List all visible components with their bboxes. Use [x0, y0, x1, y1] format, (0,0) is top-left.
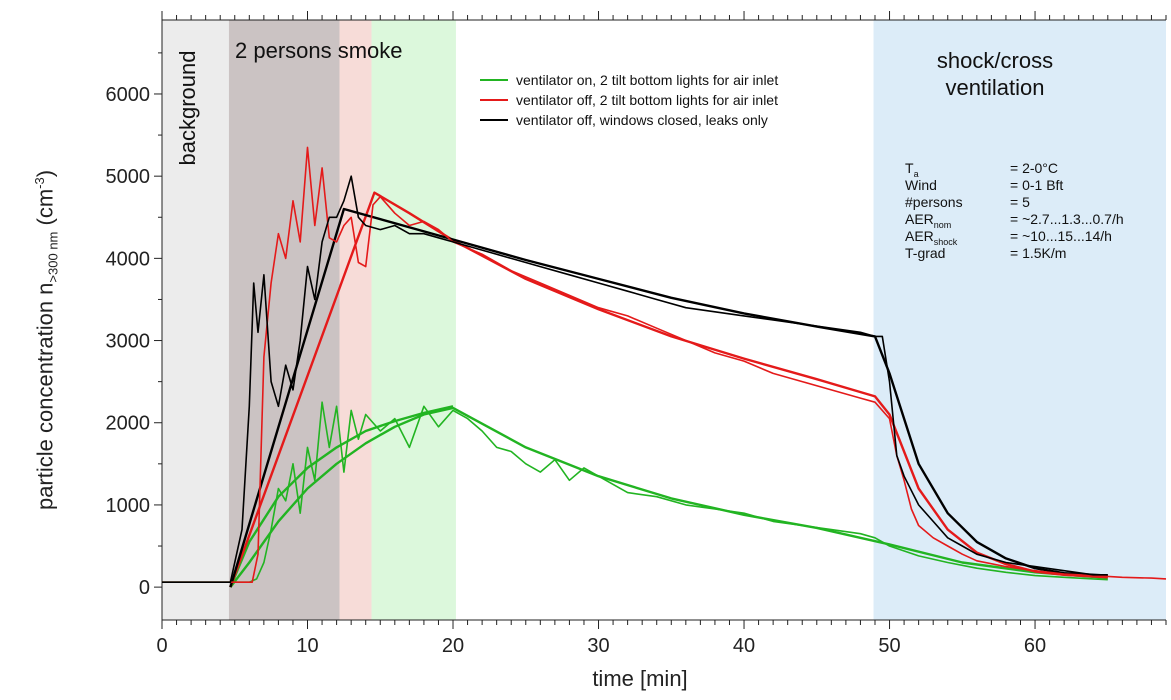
param-row: AERnom = ~2.7...1.3...0.7/h	[905, 211, 1124, 230]
param-row: #persons = 5	[905, 194, 1030, 210]
legend-swatch	[480, 79, 508, 81]
x-tick-label: 40	[733, 635, 755, 657]
x-tick-label: 60	[1024, 635, 1046, 657]
highlight-region	[228, 20, 340, 620]
legend-entry: ventilator off, 2 tilt bottom lights for…	[480, 90, 778, 110]
x-tick-label: 50	[878, 635, 900, 657]
x-tick-label: 20	[442, 635, 464, 657]
background-region-label: background	[175, 50, 200, 166]
y-tick-label: 4000	[106, 248, 151, 270]
y-tick-label: 0	[139, 577, 150, 599]
legend-swatch	[480, 119, 508, 121]
x-axis-title: time [min]	[592, 666, 688, 691]
y-tick-label: 1000	[106, 495, 151, 517]
param-row: Wind = 0-1 Bft	[905, 177, 1064, 193]
shock-ventilation-region-label: shock/cross ventilation	[936, 48, 1054, 100]
y-tick-label: 6000	[106, 84, 151, 106]
y-tick-label: 2000	[106, 413, 151, 435]
y-tick-label: 3000	[106, 331, 151, 353]
highlight-region	[162, 20, 229, 620]
x-tick-label: 30	[587, 635, 609, 657]
legend-entry: ventilator on, 2 tilt bottom lights for …	[480, 70, 778, 90]
legend-swatch	[480, 99, 508, 101]
series-line	[162, 401, 1108, 583]
series-line	[162, 175, 1108, 583]
highlight-region	[371, 20, 456, 620]
legend-entry: ventilator off, windows closed, leaks on…	[480, 110, 778, 130]
y-axis-title: particle concentration n>300 nm (cm-3)	[32, 169, 61, 511]
axes: 0 10 20 30 40 50 60 0 1000 2000 3000 4000 5000 6000	[106, 11, 1167, 657]
y-tick-label: 5000	[106, 166, 151, 188]
x-tick-label: 0	[156, 635, 167, 657]
x-tick-label: 10	[296, 635, 318, 657]
parameter-box: Ta = 2-0°C Wind = 0-1 Bft #persons = 5 AERn…	[905, 160, 1124, 262]
data-series	[162, 146, 1167, 583]
param-row: AERshock = ~10...15...14/h	[905, 228, 1112, 247]
param-row: Ta = 2-0°C	[905, 160, 1059, 179]
series-line	[162, 146, 1167, 583]
highlight-region	[339, 20, 372, 620]
legend: ventilator on, 2 tilt bottom lights for …	[480, 70, 778, 130]
highlight-region	[873, 20, 1166, 620]
highlight-regions	[162, 20, 1166, 620]
smoke-region-label: 2 persons smoke	[235, 38, 403, 63]
param-row: T-grad = 1.5K/m	[905, 245, 1067, 261]
